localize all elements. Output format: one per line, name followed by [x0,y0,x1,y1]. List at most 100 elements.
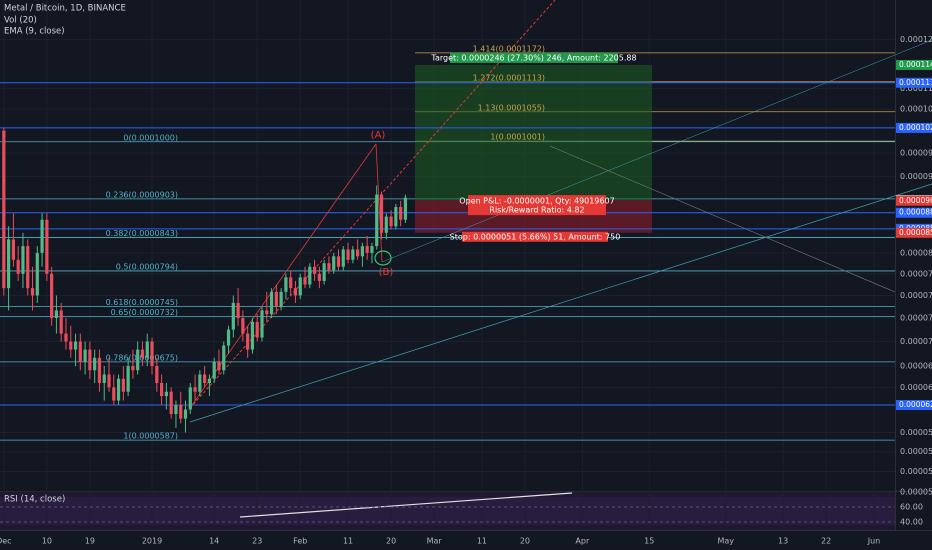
candle-body [50,273,54,319]
price-label: 0.0000881 [899,208,932,217]
candle-body [312,266,317,274]
x-tick-label: 20 [386,537,396,546]
candle-body [83,349,87,362]
candle-body [26,246,30,289]
candle-body [356,249,360,257]
candle-body [322,263,326,281]
candle-body [279,291,283,307]
y-tick-label: 0.0001200 [900,35,932,44]
candle-body [73,341,78,350]
candle-body [183,409,188,419]
target-label: Target: 0.0000246 (27.30%) 246, Amount: … [430,53,636,62]
stop-label-bg [462,231,608,242]
candle-body [11,239,15,260]
x-tick-label: 23 [252,537,262,546]
fib-label: 0.786(0.0000675) [106,353,178,362]
fib-label: 0.618(0.0000745) [106,298,178,307]
candle-body [45,219,49,274]
trend-line [549,145,896,293]
price-label: 0.0001025 [899,123,932,132]
candle-body [93,357,97,371]
candle-body [375,194,379,247]
pnl-label: Open P&L: -0.0000001, Qty: 49019607 [459,197,614,206]
fib-label: 0.65(0.0000732) [111,308,178,317]
trend-line [381,39,932,263]
y-tick-label: 0.0000645 [900,383,932,392]
candle-body [35,252,39,296]
fib-label: 1(0.0000587) [123,432,178,441]
candle-body [336,256,341,267]
candle-body [21,246,25,274]
candle-body [150,341,154,367]
candle-body [370,246,374,253]
candle-body [207,378,212,384]
candle-body [289,277,293,289]
wave-label: (A) [371,130,386,141]
candle-body [217,361,221,371]
price-label: 0.0001147 [899,60,932,69]
price-label-bg [896,77,932,88]
fib-label: 0.382(0.0000843) [106,229,178,238]
candle-body [140,349,145,358]
candle-body [365,246,369,253]
stop-label: Stop: 0.0000051 (5.66%) 51, Amount: 750 [450,232,621,241]
candle-body [16,259,20,274]
indicator-label: RSI (14, close) [4,495,65,505]
y-tick-label: 0.0000575 [900,447,932,456]
candle-body [59,310,63,334]
candle-body [169,391,173,415]
candle-body [246,333,250,350]
y-tick-label: 0.0000535 [900,488,932,497]
fib-label: 1.414(0.0001172) [473,44,545,53]
rsi-tick-label: 40.00 [900,517,923,526]
x-tick-label: Feb [293,537,307,546]
candle-body [389,216,393,227]
candle-body [7,239,11,289]
x-tick-label: 13 [778,537,788,546]
highlight-circle [374,250,392,266]
candle-body [399,207,403,220]
rr-label: Risk/Reward Ratio: 4.82 [489,206,584,215]
candle-body [136,349,140,371]
price-label: 0.0000900 [899,196,932,205]
candle-body [231,302,235,330]
x-tick-label: 2019 [142,537,162,546]
candle-body [236,302,240,319]
price-label: 0.0000625 [899,400,932,409]
candle-body [317,273,321,281]
candle-body [30,288,35,296]
chart-title: Metal / Bitcoin, 1D, BINANCE [4,4,126,14]
x-tick-label: May [717,537,734,546]
fib-label: 1(0.0001001) [490,133,545,142]
x-tick-label: 20 [520,537,530,546]
trend-line [189,183,932,423]
candle-body [159,383,164,397]
candle-body [284,277,288,292]
x-tick-label: 14 [209,537,219,546]
candle-body [303,277,307,285]
candle-body [346,249,350,260]
y-tick-label: 0.0000595 [900,428,932,437]
candle-body [78,341,82,362]
candle-body [360,246,364,257]
candle-body [193,387,197,392]
candle-body [327,263,331,271]
y-tick-label: 0.0001100 [900,84,932,93]
y-tick-label: 0.0000700 [900,337,932,346]
candle-body [351,249,355,260]
candle-body [293,288,298,296]
candle-body [97,357,102,384]
candle-body [116,378,121,401]
candle-body [250,321,255,350]
y-tick-label: 0.0001060 [900,105,932,114]
y-tick-label: 0.0000940 [900,172,932,181]
fib-label: 0.236(0.0000903) [106,190,178,199]
rsi-band [0,497,895,525]
candle-body [155,366,159,384]
candle-body [145,341,149,358]
trend-line [189,143,377,409]
candle-body [260,310,264,338]
y-tick-label: 0.0000980 [900,149,932,158]
candle-body [203,374,207,384]
